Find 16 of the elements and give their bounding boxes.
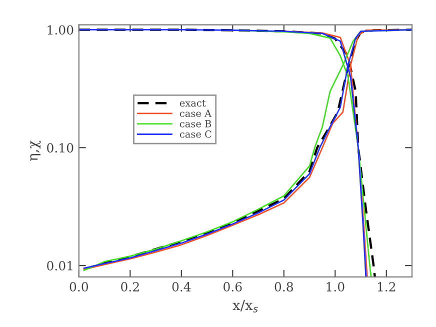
y-axis-title: η,χ (30, 140, 41, 161)
y-tick-label: 1.00 (48, 25, 74, 35)
y-tick-label: 0.10 (47, 143, 74, 153)
legend-label: case C (180, 130, 212, 138)
x-tick-label: 0.4 (172, 282, 191, 292)
legend-label: case A (180, 110, 212, 118)
x-tick-label: 1.0 (326, 282, 344, 292)
legend-label: case B (180, 120, 212, 128)
x-tick-label: 1.2 (378, 282, 396, 292)
x-tick-label: 0.6 (224, 282, 242, 292)
legend-label: exact (180, 100, 206, 107)
y-tick-label: 0.01 (47, 261, 72, 270)
x-tick-label: 0.2 (121, 282, 139, 292)
x-axis-title: x/x$_{s}$ (232, 300, 258, 312)
x-tick-label: 0.0 (70, 282, 88, 292)
x-tick-label: 0.8 (274, 282, 293, 292)
